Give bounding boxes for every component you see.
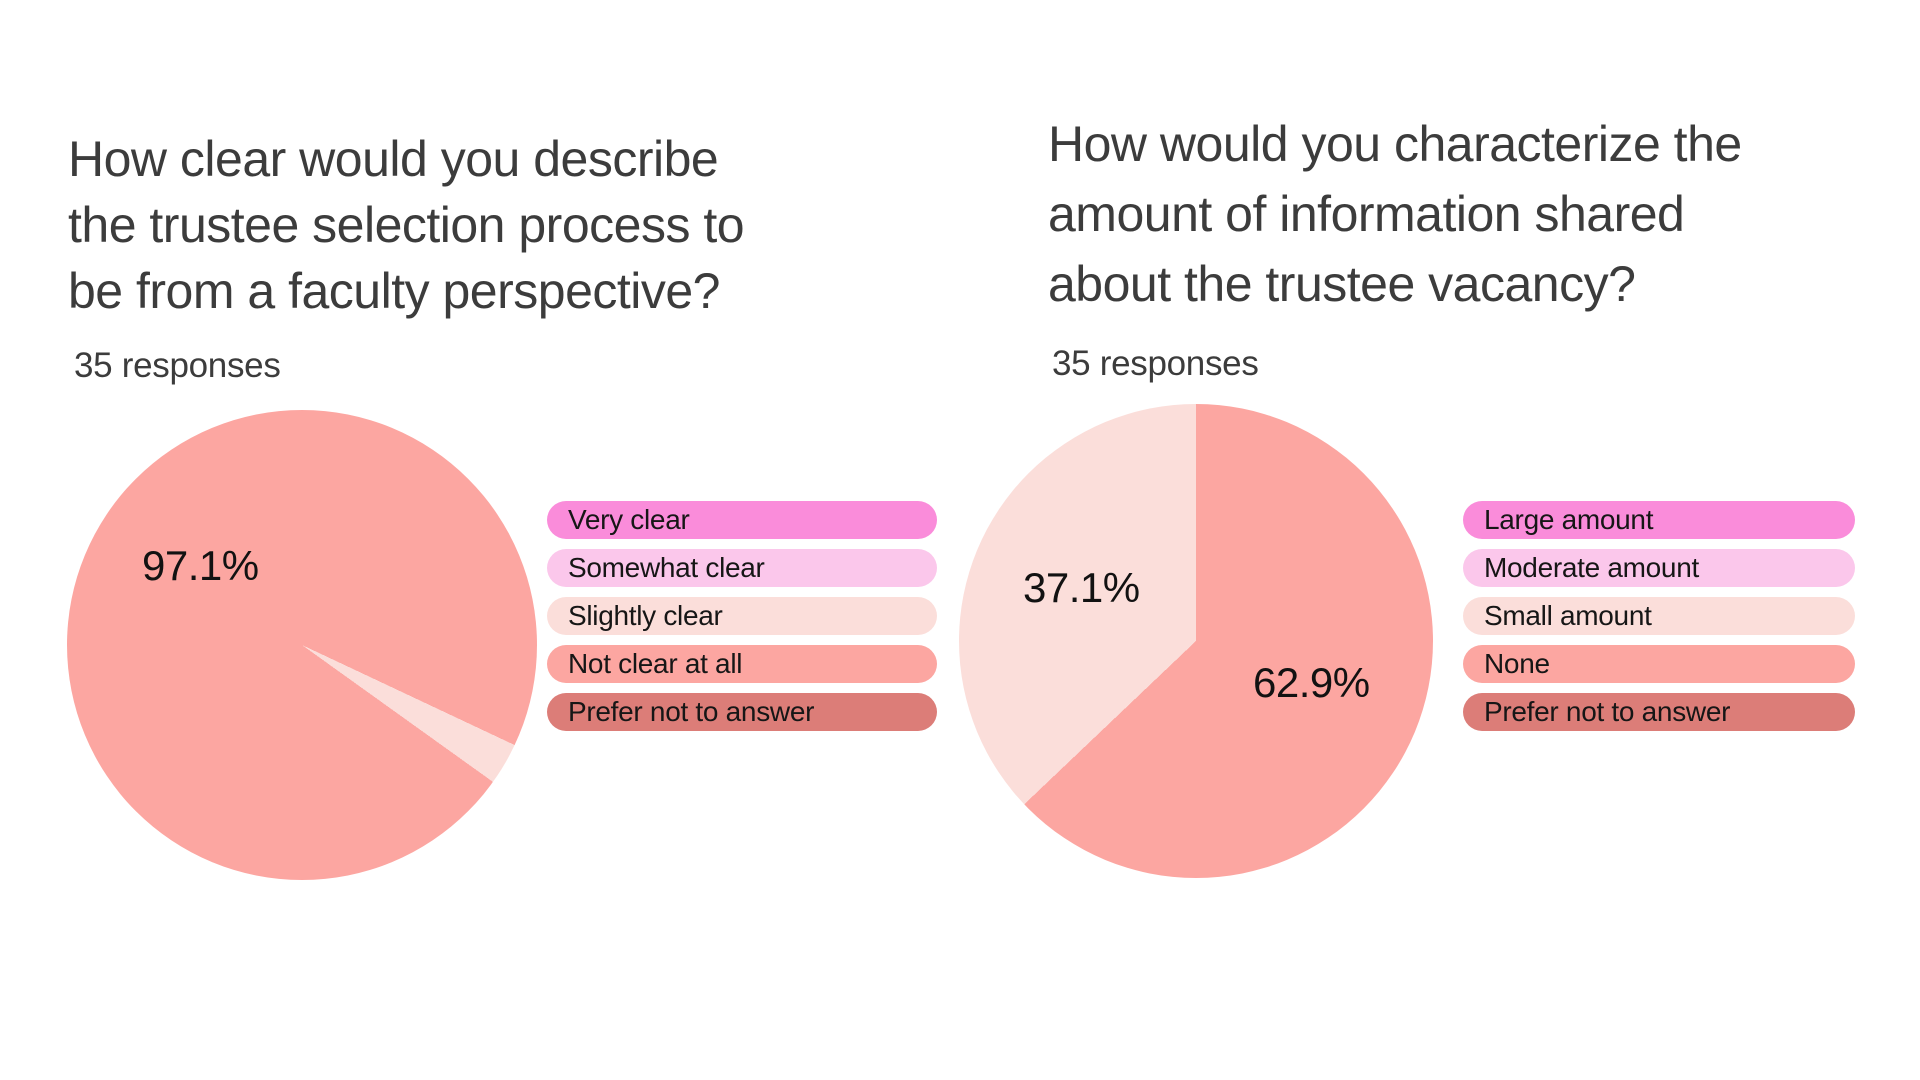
legend-item-small-amount: Small amount: [1463, 597, 1855, 635]
legend-item-none: None: [1463, 645, 1855, 683]
chart-title-line: How clear would you describe: [68, 131, 719, 187]
chart-title-line: How would you characterize the: [1048, 116, 1742, 172]
slice-label: 97.1%: [142, 542, 259, 589]
legend-label: Not clear at all: [568, 648, 743, 679]
response-count: 35 responses: [1052, 344, 1259, 383]
legend-item-moderate-amount: Moderate amount: [1463, 549, 1855, 587]
legend-item-slightly-clear: Slightly clear: [547, 597, 937, 635]
legend-label: Very clear: [568, 504, 690, 535]
legend-label: Slightly clear: [568, 600, 723, 631]
chart-title-line: amount of information shared: [1048, 186, 1685, 242]
slice-label: 37.1%: [1023, 564, 1140, 611]
legend-item-prefer-not-to-answer: Prefer not to answer: [1463, 693, 1855, 731]
legend-label: Prefer not to answer: [568, 696, 815, 727]
chart-title-line: be from a faculty perspective?: [68, 263, 721, 319]
slice-label: 62.9%: [1253, 659, 1370, 706]
legend-label: Somewhat clear: [568, 552, 765, 583]
legend-label: Small amount: [1484, 600, 1652, 631]
legend-label: Moderate amount: [1484, 552, 1699, 583]
chart-title-line: the trustee selection process to: [68, 197, 745, 253]
legend-item-very-clear: Very clear: [547, 501, 937, 539]
chart-title: How would you characterize the amount of…: [1048, 109, 1742, 319]
chart-title-line: about the trustee vacancy?: [1048, 256, 1636, 312]
pie-chart-clarity: [67, 410, 537, 880]
pie-chart-information-amount: [959, 404, 1433, 878]
response-count: 35 responses: [74, 346, 281, 385]
legend-information-amount: Large amount Moderate amount Small amoun…: [1463, 501, 1855, 731]
legend-clarity: Very clear Somewhat clear Slightly clear…: [547, 501, 937, 731]
chart-title: How clear would you describe the trustee…: [68, 126, 745, 324]
legend-item-prefer-not-to-answer: Prefer not to answer: [547, 693, 937, 731]
legend-label: None: [1484, 648, 1550, 679]
legend-item-not-clear-at-all: Not clear at all: [547, 645, 937, 683]
legend-item-somewhat-clear: Somewhat clear: [547, 549, 937, 587]
legend-item-large-amount: Large amount: [1463, 501, 1855, 539]
legend-label: Large amount: [1484, 504, 1654, 535]
legend-label: Prefer not to answer: [1484, 696, 1731, 727]
